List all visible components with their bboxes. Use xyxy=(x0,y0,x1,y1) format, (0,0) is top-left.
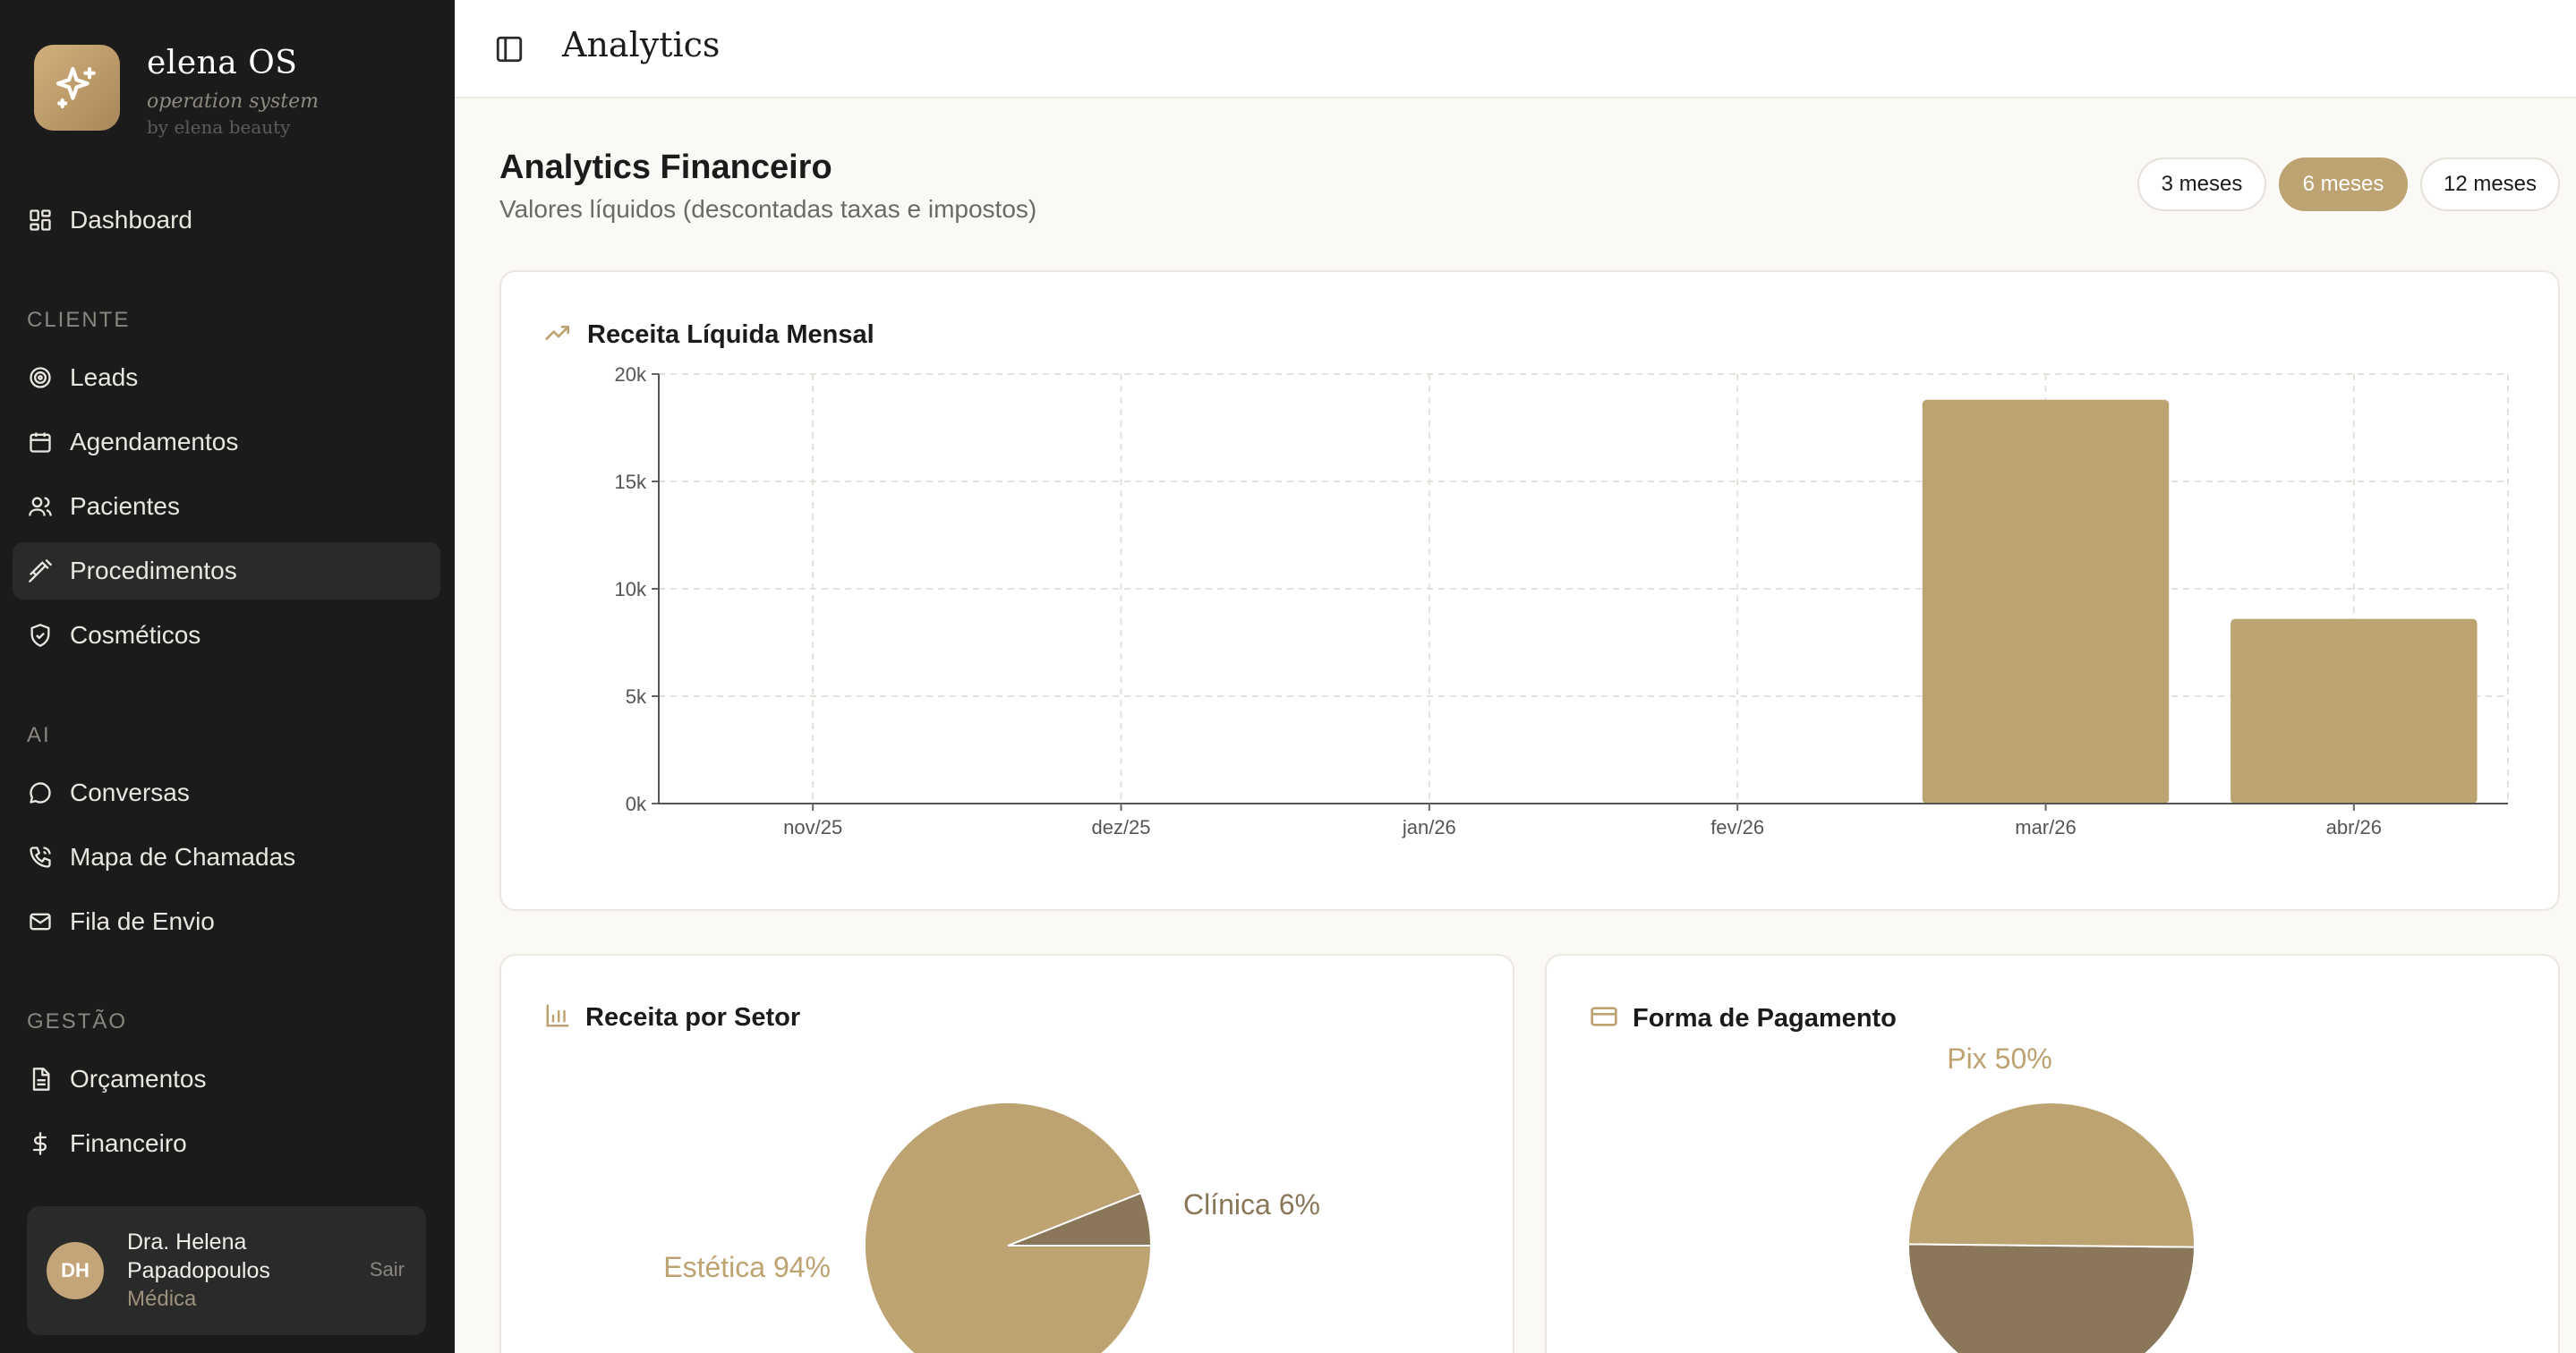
brand-subtitle: operation system xyxy=(147,90,319,113)
sidebar-item-label: Pacientes xyxy=(70,492,180,520)
shield-check-icon xyxy=(27,622,54,649)
card-title: Forma de Pagamento xyxy=(1633,1004,1897,1033)
section-subtitle: Valores líquidos (descontadas taxas e im… xyxy=(499,195,1037,223)
sidebar-item-label: Mapa de Chamadas xyxy=(70,843,296,871)
sidebar-item-procedimentos[interactable]: Procedimentos xyxy=(13,542,440,600)
nav-section-gestao: GESTÃO xyxy=(27,1009,128,1034)
user-role: Médica xyxy=(127,1287,197,1311)
sidebar-toggle-icon[interactable] xyxy=(494,34,525,64)
brand-byline: by elena beauty xyxy=(147,116,291,138)
mail-icon xyxy=(27,908,54,935)
target-icon xyxy=(27,364,54,391)
sidebar-item-label: Dashboard xyxy=(70,206,192,234)
range-6-meses-button[interactable]: 6 meses xyxy=(2279,157,2408,211)
sidebar-item-label: Orçamentos xyxy=(70,1065,207,1093)
user-card: DH Dra. Helena Papadopoulos Médica Sair xyxy=(27,1206,426,1335)
sidebar-item-dashboard[interactable]: Dashboard xyxy=(13,191,440,249)
topbar: Analytics xyxy=(455,0,2576,98)
sidebar-item-financeiro[interactable]: Financeiro xyxy=(13,1115,440,1172)
bar-chart-icon xyxy=(544,1002,571,1034)
sidebar-item-conversas[interactable]: Conversas xyxy=(13,764,440,821)
sparkle-icon xyxy=(34,45,120,131)
user-name: Dra. Helena Papadopoulos xyxy=(127,1230,270,1283)
nav-section-ai: AI xyxy=(27,723,51,747)
sidebar-item-label: Conversas xyxy=(70,779,190,806)
revenue-by-sector-card: Receita por Setor xyxy=(499,954,1514,1353)
phone-icon xyxy=(27,844,54,871)
users-icon xyxy=(27,493,54,520)
brand-title: elena OS xyxy=(147,45,298,81)
section-title: Analytics Financeiro xyxy=(499,149,832,186)
sidebar-item-label: Procedimentos xyxy=(70,557,237,584)
page-title: Analytics xyxy=(562,25,721,64)
message-circle-icon xyxy=(27,779,54,806)
payment-method-card: Forma de Pagamento xyxy=(1545,954,2560,1353)
calendar-icon xyxy=(27,429,54,455)
range-12-meses-button[interactable]: 12 meses xyxy=(2420,157,2560,211)
trending-up-icon xyxy=(544,319,573,352)
brand: elena OS operation system by elena beaut… xyxy=(34,45,319,138)
sidebar-item-mapa-de-chamadas[interactable]: Mapa de Chamadas xyxy=(13,829,440,886)
sidebar-item-pacientes[interactable]: Pacientes xyxy=(13,478,440,535)
credit-card-icon xyxy=(1590,1002,1618,1035)
sidebar-item-cosmeticos[interactable]: Cosméticos xyxy=(13,607,440,664)
avatar: DH xyxy=(47,1242,104,1299)
sidebar-item-leads[interactable]: Leads xyxy=(13,349,440,406)
monthly-revenue-card: Receita Líquida Mensal xyxy=(499,270,2560,911)
sidebar-item-label: Financeiro xyxy=(70,1129,187,1157)
sidebar-item-fila-de-envio[interactable]: Fila de Envio xyxy=(13,893,440,950)
dollar-icon xyxy=(27,1130,54,1157)
syringe-icon xyxy=(27,557,54,584)
nav-section-cliente: CLIENTE xyxy=(27,308,131,332)
logout-button[interactable]: Sair xyxy=(369,1258,405,1281)
card-title: Receita Líquida Mensal xyxy=(587,320,874,349)
range-3-meses-button[interactable]: 3 meses xyxy=(2137,157,2266,211)
sidebar: elena OS operation system by elena beaut… xyxy=(0,0,455,1353)
file-text-icon xyxy=(27,1066,54,1093)
sidebar-item-label: Fila de Envio xyxy=(70,907,215,935)
sidebar-item-label: Cosméticos xyxy=(70,621,201,649)
sidebar-item-label: Leads xyxy=(70,363,139,391)
layout-grid-icon xyxy=(27,207,54,234)
sidebar-item-agendamentos[interactable]: Agendamentos xyxy=(13,413,440,471)
card-title: Receita por Setor xyxy=(585,1003,801,1032)
sidebar-item-label: Agendamentos xyxy=(70,428,239,455)
sidebar-item-orcamentos[interactable]: Orçamentos xyxy=(13,1051,440,1108)
